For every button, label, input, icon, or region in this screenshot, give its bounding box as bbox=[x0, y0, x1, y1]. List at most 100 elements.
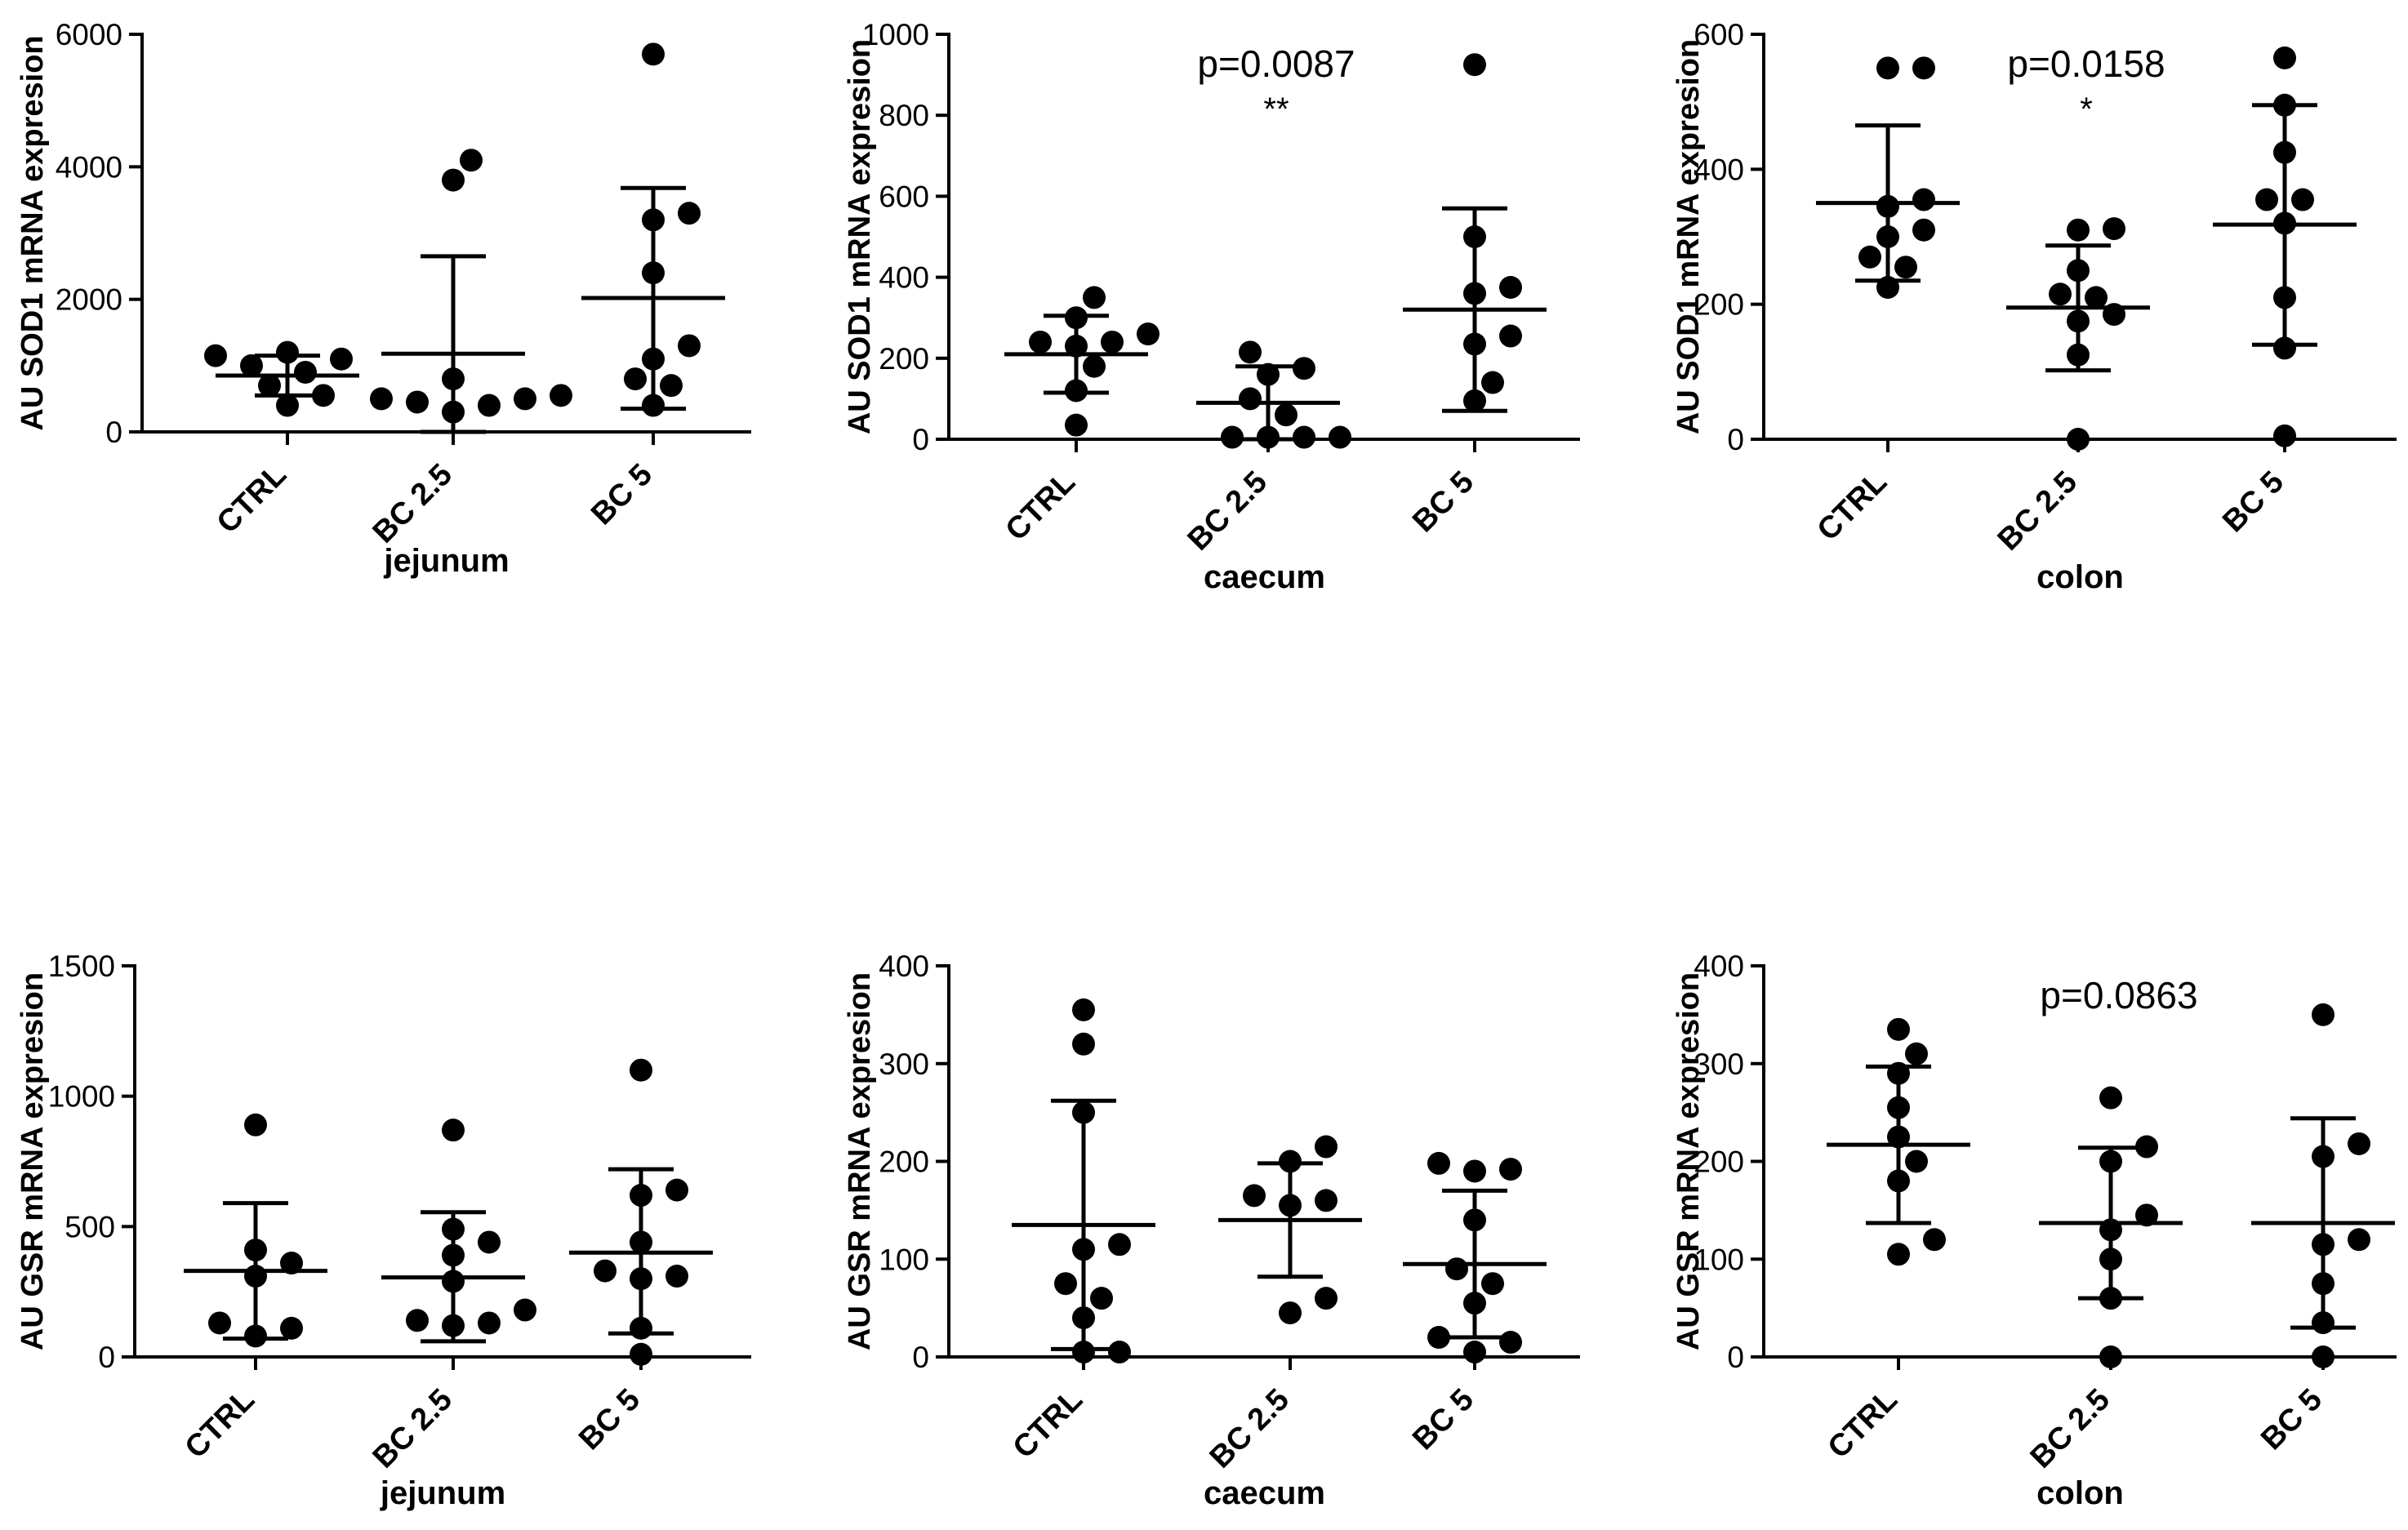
data-point bbox=[1315, 1135, 1338, 1159]
data-point bbox=[2085, 286, 2108, 309]
y-tick-label: 0 bbox=[912, 423, 929, 456]
data-point bbox=[208, 1311, 231, 1335]
data-point bbox=[370, 387, 393, 411]
x-axis-title: jejunum bbox=[383, 543, 509, 579]
data-point bbox=[630, 1230, 652, 1254]
significance-marker: ** bbox=[1263, 91, 1289, 127]
data-point bbox=[258, 374, 281, 398]
x-category-label: CTRL bbox=[999, 465, 1082, 547]
data-point bbox=[2312, 1311, 2335, 1335]
y-tick-label: 400 bbox=[879, 261, 929, 295]
data-point bbox=[244, 1113, 267, 1136]
data-point bbox=[1481, 371, 1504, 394]
data-point bbox=[1445, 1257, 1468, 1281]
y-tick-label: 500 bbox=[65, 1210, 115, 1243]
y-tick-label: 0 bbox=[1727, 423, 1744, 456]
data-point bbox=[1481, 1272, 1504, 1296]
y-tick-label: 400 bbox=[879, 950, 929, 983]
data-point bbox=[1072, 998, 1095, 1021]
x-category-label: BC 5 bbox=[1406, 465, 1480, 539]
x-category-label: BC 2.5 bbox=[1204, 1382, 1296, 1474]
data-point bbox=[2273, 286, 2296, 309]
y-tick-label: 0 bbox=[912, 1341, 929, 1374]
data-point bbox=[478, 394, 501, 417]
data-point bbox=[1279, 1194, 1302, 1217]
y-tick-label: 400 bbox=[1694, 153, 1744, 186]
data-point bbox=[2273, 93, 2296, 117]
data-point bbox=[240, 354, 263, 377]
data-point bbox=[2273, 46, 2296, 69]
y-tick-label: 6000 bbox=[56, 18, 122, 51]
data-point bbox=[204, 344, 227, 367]
data-point bbox=[406, 1309, 429, 1332]
data-point bbox=[630, 1267, 652, 1291]
data-point bbox=[1090, 1287, 1113, 1310]
data-point bbox=[2067, 309, 2090, 333]
data-point bbox=[665, 1178, 688, 1202]
x-category-label: BC 2.5 bbox=[367, 457, 459, 549]
data-point bbox=[1912, 218, 1935, 242]
y-tick-label: 300 bbox=[1694, 1047, 1744, 1081]
data-point bbox=[1463, 53, 1486, 77]
data-point bbox=[1108, 1233, 1131, 1256]
data-point bbox=[1463, 282, 1486, 305]
y-tick-label: 100 bbox=[879, 1243, 929, 1276]
data-point bbox=[2273, 424, 2296, 447]
y-tick-label: 800 bbox=[879, 99, 929, 132]
data-point bbox=[1275, 403, 1297, 427]
data-point bbox=[1279, 1150, 1302, 1173]
data-point bbox=[1108, 1341, 1131, 1364]
data-point bbox=[442, 1314, 465, 1337]
x-category-label: CTRL bbox=[1811, 465, 1894, 547]
data-point bbox=[1101, 330, 1124, 354]
data-point bbox=[642, 394, 665, 417]
data-point bbox=[2099, 1345, 2122, 1368]
data-point bbox=[2348, 1132, 2370, 1155]
y-tick-label: 2000 bbox=[56, 283, 122, 317]
data-point bbox=[280, 1252, 303, 1275]
x-category-label: BC 2.5 bbox=[1992, 465, 2084, 557]
x-category-label: BC 2.5 bbox=[2024, 1382, 2116, 1474]
data-point bbox=[1499, 324, 1522, 348]
p-value-label: p=0.0158 bbox=[2007, 42, 2165, 85]
data-point bbox=[1257, 425, 1280, 449]
data-point bbox=[1887, 1125, 1910, 1149]
data-point bbox=[1905, 1150, 1928, 1173]
data-point bbox=[1463, 1341, 1486, 1364]
data-point bbox=[1876, 56, 1899, 80]
y-axis-label: AU SOD1 mRNA expresion bbox=[16, 35, 50, 430]
data-point bbox=[624, 367, 647, 391]
y-tick-label: 0 bbox=[98, 1341, 115, 1374]
y-tick-label: 200 bbox=[879, 342, 929, 376]
data-point bbox=[1887, 1096, 1910, 1119]
data-point bbox=[2312, 1345, 2335, 1368]
data-point bbox=[1293, 357, 1315, 380]
data-point bbox=[1463, 1208, 1486, 1232]
data-point bbox=[2273, 211, 2296, 235]
data-point bbox=[642, 347, 665, 371]
data-point bbox=[1083, 286, 1106, 309]
y-tick-label: 4000 bbox=[56, 150, 122, 184]
data-point bbox=[1293, 425, 1315, 449]
data-point bbox=[2312, 1233, 2335, 1256]
data-point bbox=[1239, 340, 1262, 364]
x-category-label: BC 5 bbox=[1406, 1382, 1480, 1457]
data-point bbox=[1887, 1243, 1910, 1266]
data-point bbox=[1315, 1287, 1338, 1310]
data-point bbox=[1072, 1341, 1095, 1364]
data-point bbox=[2099, 1248, 2122, 1271]
y-tick-label: 300 bbox=[879, 1047, 929, 1081]
data-point bbox=[1894, 256, 1917, 279]
data-point bbox=[642, 261, 665, 285]
data-point bbox=[312, 384, 335, 407]
data-point bbox=[594, 1259, 616, 1283]
data-point bbox=[1463, 225, 1486, 248]
data-point bbox=[678, 334, 701, 358]
data-point bbox=[276, 340, 299, 364]
y-axis-label: AU GSR mRNA expresion bbox=[1671, 972, 1706, 1350]
